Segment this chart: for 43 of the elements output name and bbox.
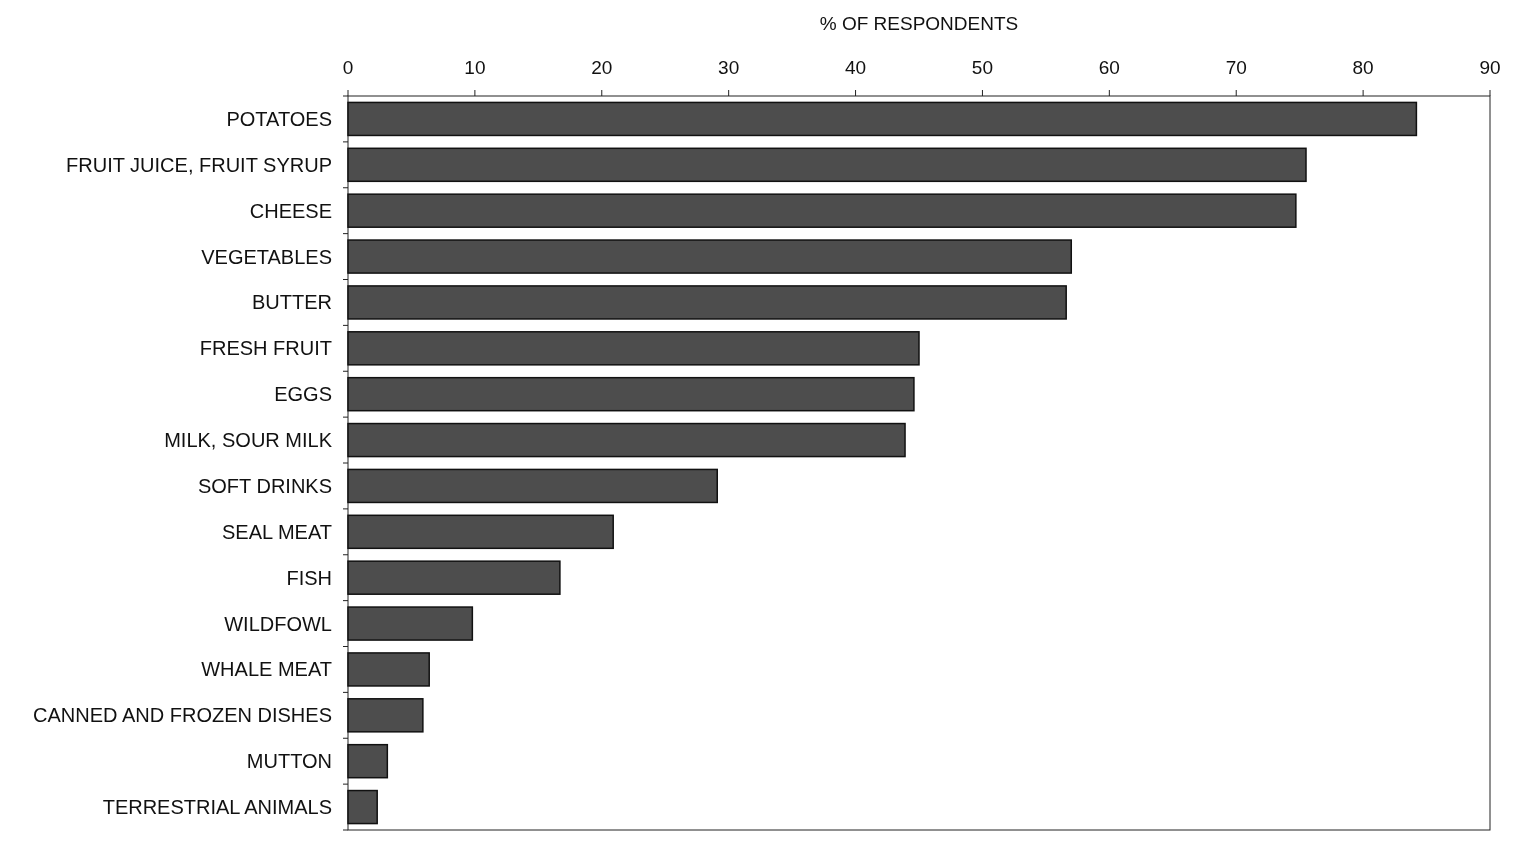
y-tick-label: BUTTER xyxy=(252,291,332,314)
y-tick-label: CANNED AND FROZEN DISHES xyxy=(33,704,332,727)
bar xyxy=(347,468,718,504)
bar xyxy=(347,376,915,412)
y-tick-label: MILK, SOUR MILK xyxy=(164,429,333,452)
y-tick-label: CHEESE xyxy=(249,199,332,222)
x-tick-label: 40 xyxy=(844,57,867,78)
bar xyxy=(347,652,430,687)
y-tick-label: POTATOES xyxy=(226,107,332,130)
bar xyxy=(347,560,561,595)
y-tick-label: SOFT DRINKS xyxy=(197,474,332,497)
y-tick-label: FISH xyxy=(286,566,332,589)
y-tick-label: VEGETABLES xyxy=(201,245,332,268)
bar xyxy=(347,193,1297,228)
bar xyxy=(347,422,906,458)
x-tick-label: 30 xyxy=(718,57,740,78)
y-tick-label: WILDFOWL xyxy=(224,612,332,635)
bar xyxy=(347,239,1073,274)
bar xyxy=(347,285,1067,320)
y-tick-label: WHALE MEAT xyxy=(201,658,332,681)
bar xyxy=(347,101,1418,137)
y-tick-label: FRUIT JUICE, FRUIT SYRUP xyxy=(66,153,332,176)
bar xyxy=(347,789,378,825)
y-tick-label: FRESH FRUIT xyxy=(199,337,332,360)
x-tick-label: 70 xyxy=(1225,57,1247,78)
bar xyxy=(347,698,424,733)
bar xyxy=(347,514,614,550)
x-tick-label: 50 xyxy=(971,57,994,78)
bar xyxy=(347,147,1307,183)
x-tick-label: 60 xyxy=(1098,57,1120,78)
x-tick-label: 10 xyxy=(464,57,486,78)
x-tick-label: 0 xyxy=(342,57,354,78)
y-tick-label: TERRESTRIAL ANIMALS xyxy=(102,796,332,819)
bar xyxy=(347,331,920,366)
x-axis-title: % OF RESPONDENTS xyxy=(819,13,1019,34)
x-tick-label: 20 xyxy=(591,57,613,78)
y-tick-label: MUTTON xyxy=(246,750,332,773)
y-tick-label: EGGS xyxy=(274,383,332,406)
bar xyxy=(347,743,389,779)
x-tick-label: 80 xyxy=(1352,57,1374,78)
y-tick-label: SEAL MEAT xyxy=(221,520,332,543)
x-tick-label: 90 xyxy=(1479,57,1501,78)
bar xyxy=(347,606,474,641)
